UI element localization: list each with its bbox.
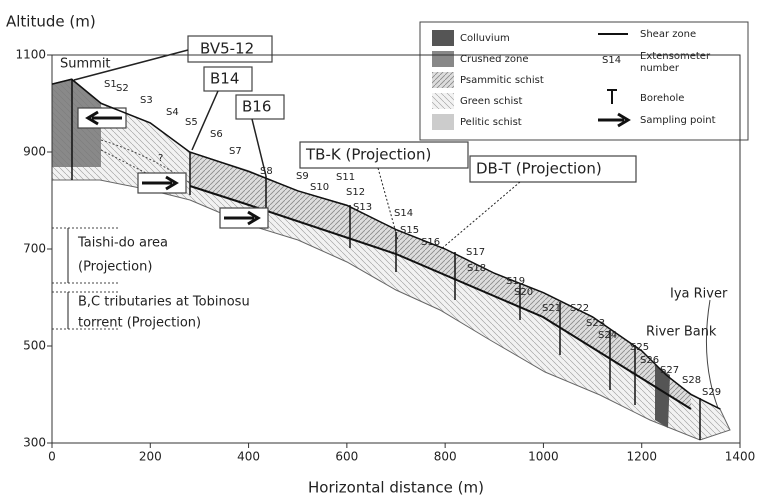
- extensometer-label: S26: [640, 355, 659, 366]
- legend-label: Extensometer: [640, 51, 711, 62]
- extensometer-label: S1: [104, 79, 117, 90]
- label: ?: [158, 153, 163, 164]
- y-axis-title: Altitude (m): [6, 13, 96, 31]
- extensometer-label: S5: [185, 117, 198, 128]
- extensometer-label: S22: [570, 303, 589, 314]
- extensometer-label: S8: [260, 166, 273, 177]
- x-tick-label: 1200: [626, 450, 657, 464]
- legend-label: S14: [602, 55, 621, 66]
- label: TB-K (Projection): [305, 146, 431, 164]
- label: B14: [210, 70, 239, 88]
- x-tick-label: 800: [434, 450, 457, 464]
- legend-label: Crushed zone: [460, 54, 529, 65]
- label: DB-T (Projection): [476, 160, 602, 178]
- y-tick-label: 1100: [15, 48, 46, 62]
- extensometer-label: S11: [336, 172, 355, 183]
- label: B,C tributaries at Tobinosu: [78, 295, 250, 310]
- label: Summit: [60, 57, 111, 72]
- x-tick-label: 1400: [725, 450, 756, 464]
- y-tick-label: 500: [23, 339, 46, 353]
- legend-swatch: [432, 30, 454, 46]
- extensometer-label: S21: [542, 303, 561, 314]
- legend-label: Sampling point: [640, 115, 716, 126]
- legend-label: Green schist: [460, 96, 522, 107]
- extensometer-label: S23: [586, 318, 605, 329]
- extensometer-label: S7: [229, 146, 242, 157]
- x-tick-label: 200: [139, 450, 162, 464]
- extensometer-label: S25: [630, 342, 649, 353]
- x-tick-label: 0: [48, 450, 56, 464]
- extensometer-label: S9: [296, 171, 309, 182]
- extensometer-label: S2: [116, 83, 129, 94]
- extensometer-label: S15: [400, 225, 419, 236]
- diagram: BV5-12 B14 B16 TB-K (Projection) DB-T (P…: [0, 0, 760, 500]
- extensometer-label: S20: [514, 287, 533, 298]
- legend-label: Pelitic schist: [460, 117, 522, 128]
- x-tick-label: 600: [335, 450, 358, 464]
- x-tick-label: 400: [237, 450, 260, 464]
- legend-swatch: [432, 114, 454, 130]
- label: torrent (Projection): [78, 316, 201, 331]
- extensometer-label: S19: [506, 276, 525, 287]
- x-tick-label: 1000: [528, 450, 559, 464]
- legend-label: Colluvium: [460, 33, 510, 44]
- extensometer-label: S6: [210, 129, 223, 140]
- label: River Bank: [646, 325, 717, 340]
- y-tick-label: 900: [23, 145, 46, 159]
- extensometer-label: S13: [353, 202, 372, 213]
- legend-label: number: [640, 63, 680, 74]
- label: B16: [242, 98, 271, 116]
- label: (Projection): [78, 260, 152, 275]
- extensometer-label: S17: [466, 247, 485, 258]
- legend-swatch: [432, 93, 454, 109]
- extensometer-label: S27: [660, 365, 679, 376]
- extensometer-label: S28: [682, 375, 701, 386]
- extensometer-label: S10: [310, 182, 329, 193]
- extensometer-label: S3: [140, 95, 153, 106]
- x-axis-title: Horizontal distance (m): [308, 479, 484, 497]
- legend-swatch: [432, 51, 454, 67]
- legend-label: Psammitic schist: [460, 75, 544, 86]
- legend: Colluvium Crushed zone Psammitic schist …: [420, 22, 748, 140]
- extensometer-label: S16: [421, 237, 440, 248]
- extensometer-label: S4: [166, 107, 179, 118]
- extensometer-label: S14: [394, 208, 413, 219]
- extensometer-label: S18: [467, 263, 486, 274]
- legend-label: Borehole: [640, 93, 684, 104]
- extensometer-label: S29: [702, 387, 721, 398]
- y-tick-label: 300: [23, 436, 46, 450]
- extensometer-label: S24: [598, 330, 617, 341]
- label: Iya River: [670, 287, 728, 302]
- legend-label: Shear zone: [640, 29, 696, 40]
- y-tick-label: 700: [23, 242, 46, 256]
- label: Taishi-do area: [77, 236, 168, 251]
- extensometer-label: S12: [346, 187, 365, 198]
- legend-swatch: [432, 72, 454, 88]
